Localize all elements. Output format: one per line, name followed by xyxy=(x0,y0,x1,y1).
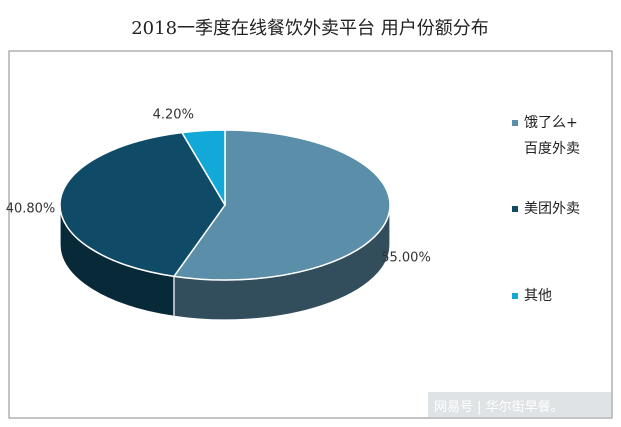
slice-2-legend-swatch xyxy=(512,206,518,212)
slice-3-top xyxy=(181,129,226,206)
pie-chart xyxy=(59,129,391,321)
slice-1-data-label: 55.00% xyxy=(381,250,431,265)
slice-3-legend-label: 其他 xyxy=(524,288,552,304)
slice-1-legend-label: 百度外卖 xyxy=(524,141,580,157)
slice-2-data-label: 40.80% xyxy=(6,201,56,216)
slice-1-legend-swatch xyxy=(512,120,518,126)
watermark: 网易号 | 华尔街早餐。 xyxy=(428,392,612,418)
slice-1-legend-label: 饿了么+ xyxy=(524,115,578,131)
slice-1-top xyxy=(173,129,391,281)
watermark-text: 网易号 | 华尔街早餐。 xyxy=(434,399,564,415)
slice-2-top xyxy=(59,131,226,278)
slice-3-legend-swatch xyxy=(512,293,518,299)
watermark-backdrop xyxy=(428,392,612,418)
slice-2-legend-label: 美团外卖 xyxy=(524,201,580,217)
slice-3-data-label: 4.20% xyxy=(153,108,194,123)
data-labels: 55.00% 40.80% 4.20% xyxy=(6,108,431,266)
chart-title: 2018一季度在线餐饮外卖平台 用户份额分布 xyxy=(131,18,489,39)
